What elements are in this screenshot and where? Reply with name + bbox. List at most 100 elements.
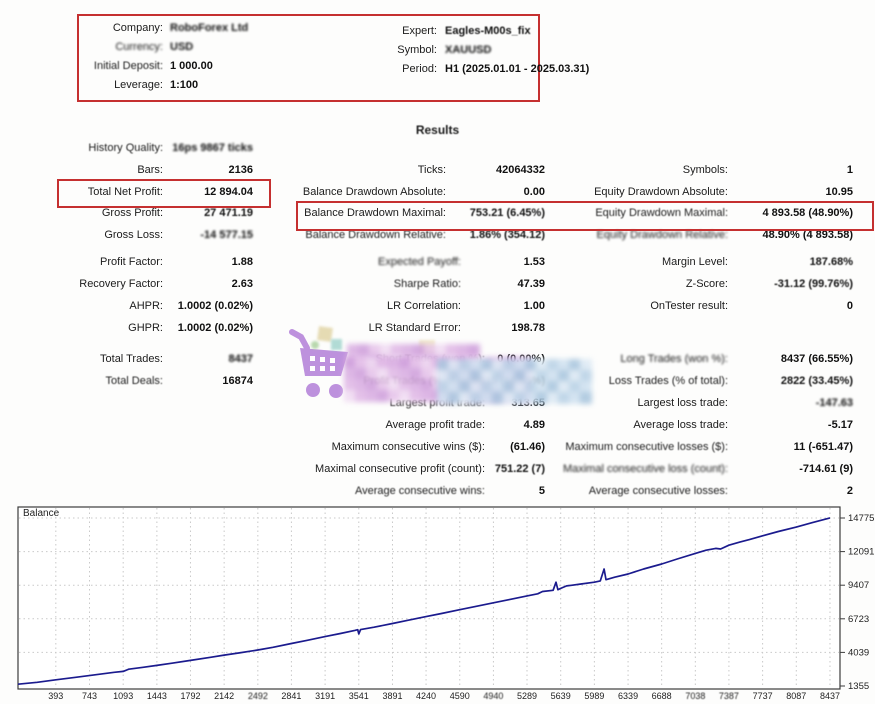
x-tick-label: 1792: [180, 691, 200, 701]
stat-label: Gross Profit:: [101, 207, 163, 220]
stat-label: Sharpe Ratio:: [393, 278, 461, 290]
stat-value: 2.63: [231, 278, 253, 290]
stat-value: 2136: [228, 163, 253, 176]
stat-value: 16ps 9867 ticks: [172, 142, 253, 154]
stat-value: -5.17: [827, 419, 853, 431]
x-tick-label: 7737: [753, 691, 773, 701]
stat-label: Symbols:: [682, 163, 728, 176]
stat-label: Total Deals:: [105, 375, 163, 387]
header-field-label: Leverage:: [114, 79, 163, 91]
balance-chart: Balance 393 743 1093 1443 1792 2142 2492 2841 319…: [17, 506, 874, 701]
stat-value: 42064332: [496, 163, 545, 176]
stat-label: Total Net Profit:: [87, 185, 163, 198]
stat-label: LR Correlation:: [387, 300, 461, 312]
stat-label: Equity Drawdown Absolute:: [594, 185, 728, 198]
stat-value: 4 893.58 (48.90%): [762, 207, 853, 220]
stat-value: 48.90% (4 893.58): [762, 229, 853, 242]
x-tick-label: 5989: [584, 691, 604, 701]
stat-value: 8437 (66.55%): [780, 353, 853, 365]
stat-value: 1: [846, 163, 853, 176]
header-field-value: XAUUSD: [445, 44, 492, 56]
stat-label: Average loss trade:: [633, 419, 728, 431]
stat-label: Profit Factor:: [100, 256, 163, 268]
stat-value: 1.86% (354.12): [469, 229, 545, 242]
header-field-label: Expert:: [402, 25, 437, 37]
stat-label: LR Standard Error:: [368, 322, 461, 334]
x-tick-label: 7038: [685, 691, 705, 701]
stat-label: Long Trades (won %):: [620, 353, 728, 365]
header-field-value: Eagles-M00s_fix: [445, 25, 531, 37]
stat-value: 2: [846, 485, 853, 497]
stat-value: 1.00: [523, 300, 545, 312]
stat-value: 8437: [228, 353, 253, 365]
stat-value: 198.78: [511, 322, 545, 334]
stat-value: 187.68%: [809, 256, 853, 268]
stat-value: 5: [538, 485, 545, 497]
stat-value: 11 (-651.47): [793, 441, 853, 453]
x-tick-label: 7387: [719, 691, 739, 701]
stat-value: -714.61 (9): [799, 463, 853, 475]
header-field-value: H1 (2025.01.01 - 2025.03.31): [445, 63, 590, 75]
x-tick-label: 8087: [786, 691, 806, 701]
stat-label: Balance Drawdown Maximal:: [304, 207, 446, 220]
header-field-label: Period:: [402, 63, 437, 75]
y-tick-label: 4039: [848, 647, 869, 658]
stat-label: Loss Trades (% of total):: [608, 375, 728, 387]
header-field-label: Symbol:: [397, 44, 437, 56]
stat-label: Equity Drawdown Relative:: [596, 229, 728, 242]
stat-value: -147.63: [815, 397, 853, 409]
header-field-label: Company:: [112, 22, 163, 34]
x-tick-label: 393: [48, 691, 63, 701]
x-tick-label: 1093: [113, 691, 133, 701]
stat-value: 0: [846, 300, 853, 312]
stat-label: GHPR:: [128, 322, 163, 334]
stat-label: Margin Level:: [661, 256, 728, 268]
stat-label: Total Trades:: [100, 353, 163, 365]
stat-value: 751.22 (7): [494, 463, 545, 475]
stat-label: Recovery Factor:: [79, 278, 163, 290]
stat-value: -14 577.15: [200, 229, 253, 242]
x-tick-label: 5639: [551, 691, 571, 701]
stat-value: 47.39: [517, 278, 545, 290]
stat-label: Bars:: [137, 163, 163, 176]
header-field-value: RoboForex Ltd: [170, 22, 249, 34]
stat-label: Maximum consecutive wins ($):: [331, 441, 485, 453]
stat-value: 1.0002 (0.02%): [177, 300, 253, 312]
stat-value: -31.12 (99.76%): [774, 278, 853, 290]
header-field-value: 1 000.00: [170, 60, 213, 72]
header-right-column: Expert: Eagles-M00s_fix Symbol: XAUUSD Perio…: [297, 14, 589, 98]
results-title: Results: [415, 123, 460, 137]
x-tick-label: 4240: [416, 691, 436, 701]
x-tick-label: 743: [82, 691, 97, 701]
y-tick-label: 12091: [848, 547, 874, 558]
stat-label: Average profit trade:: [385, 419, 485, 431]
stat-value: 1.88: [231, 256, 253, 268]
x-tick-label: 1443: [147, 691, 167, 701]
stat-label: History Quality:: [88, 142, 163, 154]
x-tick-label: 3541: [349, 691, 369, 701]
stat-label: Largest loss trade:: [637, 397, 729, 409]
stat-label: Balance Drawdown Relative:: [305, 229, 446, 242]
stat-value: 12 894.04: [204, 185, 253, 198]
stat-label: Gross Loss:: [104, 229, 163, 242]
header-field-label: Initial Deposit:: [93, 60, 163, 72]
y-tick-label: 1355: [848, 681, 869, 692]
x-tick-label: 4590: [450, 691, 470, 701]
stat-value: 1.0002 (0.02%): [177, 322, 253, 334]
stat-label: Maximum consecutive losses ($):: [565, 441, 728, 453]
y-tick-label: 9407: [848, 580, 869, 591]
x-tick-label: 5289: [517, 691, 537, 701]
stat-label: Maximal consecutive profit (count):: [315, 463, 485, 475]
stat-value: 1.53: [523, 256, 545, 268]
header-left-column: Company: RoboForex Ltd Currency: USD Initial…: [77, 14, 297, 98]
x-tick-label: 8437: [820, 691, 840, 701]
stat-value: 27 471.19: [204, 207, 253, 220]
header-field-value: 1:100: [170, 79, 199, 91]
y-tick-label: 14775: [848, 513, 874, 524]
x-tick-label: 2492: [248, 691, 268, 701]
stat-label: Expected Payoff:: [378, 256, 461, 268]
stat-label: Equity Drawdown Maximal:: [595, 207, 728, 220]
chart-series-label: Balance: [23, 508, 60, 519]
stat-value: 2822 (33.45%): [780, 375, 853, 387]
x-tick-label: 4940: [483, 691, 503, 701]
